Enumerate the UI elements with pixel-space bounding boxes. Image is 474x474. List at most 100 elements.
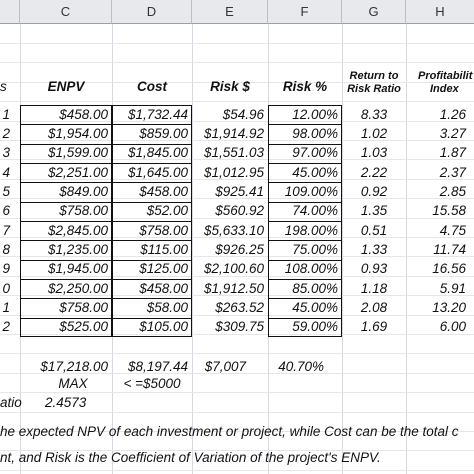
return-risk-cell[interactable]: 0.92 — [360, 183, 388, 199]
risk-dollar-cell[interactable]: $1,551.03 — [203, 145, 264, 161]
risk-pct-cell[interactable]: 98.00% — [292, 125, 338, 141]
risk-pct-cell[interactable]: 74.00% — [292, 203, 338, 219]
col-header-b[interactable] — [0, 0, 20, 24]
risk-pct-cell[interactable]: 198.00% — [284, 222, 338, 238]
row-id[interactable]: 3 — [2, 145, 10, 161]
cost-cell[interactable]: $58.00 — [146, 299, 188, 315]
row-id[interactable]: 8 — [2, 241, 10, 257]
col-header-d[interactable]: D — [112, 0, 192, 24]
enpv-cell[interactable]: $1,599.00 — [47, 145, 108, 161]
row-id[interactable]: 6 — [2, 203, 10, 219]
grid-line — [0, 353, 474, 355]
enpv-cell[interactable]: $458.00 — [59, 106, 108, 122]
risk-dollar-cell[interactable]: $309.75 — [215, 319, 264, 335]
return-risk-cell[interactable]: 0.51 — [360, 222, 388, 238]
row-id[interactable]: 5 — [2, 183, 10, 199]
return-risk-cell[interactable]: 1.33 — [360, 241, 388, 257]
enpv-cell[interactable]: $758.00 — [59, 299, 108, 315]
risk-pct-cell[interactable]: 109.00% — [284, 183, 338, 199]
risk-dollar-cell[interactable]: $263.52 — [215, 299, 264, 315]
return-risk-cell[interactable]: 1.02 — [360, 125, 388, 141]
header-return-to-risk-line1: Return to — [349, 70, 399, 82]
cell-border — [20, 163, 192, 164]
row-id[interactable]: 2 — [2, 125, 10, 141]
profitability-cell[interactable]: 6.00 — [439, 319, 466, 335]
row-id[interactable]: 2 — [2, 319, 10, 335]
risk-dollar-cell[interactable]: $925.41 — [215, 183, 264, 199]
col-header-e[interactable]: E — [192, 0, 268, 24]
enpv-cell[interactable]: $1,954.00 — [47, 125, 108, 141]
return-risk-cell[interactable]: 0.93 — [360, 261, 388, 277]
cost-cell[interactable]: $1,645.00 — [127, 164, 188, 180]
cost-cell[interactable]: $52.00 — [146, 203, 188, 219]
profitability-cell[interactable]: 1.26 — [439, 106, 466, 122]
header-cost: Cost — [137, 79, 167, 94]
profitability-cell[interactable]: 4.75 — [439, 222, 466, 238]
row-id[interactable]: 1 — [2, 299, 10, 315]
enpv-cell[interactable]: $2,845.00 — [47, 222, 108, 238]
profitability-cell[interactable]: 5.91 — [439, 280, 466, 296]
risk-pct-cell[interactable]: 45.00% — [292, 299, 338, 315]
row-id[interactable]: 4 — [2, 164, 10, 180]
return-risk-cell[interactable]: 1.03 — [360, 145, 388, 161]
risk-dollar-cell[interactable]: $54.96 — [222, 106, 264, 122]
enpv-cell[interactable]: $758.00 — [59, 203, 108, 219]
risk-dollar-cell[interactable]: $1,912.50 — [203, 280, 264, 296]
profitability-cell[interactable]: 2.37 — [439, 164, 466, 180]
enpv-cell[interactable]: $2,251.00 — [47, 164, 108, 180]
row-id[interactable]: 1 — [2, 106, 10, 122]
cost-cell[interactable]: $125.00 — [139, 261, 188, 277]
return-risk-cell[interactable]: 1.18 — [360, 280, 388, 296]
return-risk-cell[interactable]: 8.33 — [360, 106, 388, 122]
profitability-cell[interactable]: 2.85 — [439, 183, 466, 199]
profitability-cell[interactable]: 3.27 — [439, 125, 466, 141]
enpv-cell[interactable]: $525.00 — [59, 319, 108, 335]
profitability-cell[interactable]: 15.58 — [432, 203, 466, 219]
cell-border — [20, 124, 192, 126]
return-risk-cell[interactable]: 1.69 — [360, 319, 388, 335]
cost-cell[interactable]: $758.00 — [139, 222, 188, 238]
cost-cell[interactable]: $115.00 — [140, 241, 188, 257]
return-risk-cell[interactable]: 2.08 — [360, 299, 388, 315]
risk-dollar-cell[interactable]: $1,012.95 — [203, 164, 264, 180]
enpv-cell[interactable]: $849.00 — [59, 183, 108, 199]
cost-cell[interactable]: $105.00 — [139, 319, 188, 335]
col-header-c[interactable]: C — [20, 0, 112, 24]
risk-dollar-cell[interactable]: $5,633.10 — [203, 222, 264, 238]
max-label: MAX — [58, 376, 88, 391]
col-header-f[interactable]: F — [268, 0, 342, 24]
enpv-cell[interactable]: $2,250.00 — [47, 280, 108, 296]
enpv-cell[interactable]: $1,945.00 — [47, 261, 108, 277]
risk-pct-cell[interactable]: 97.00% — [292, 145, 338, 161]
profitability-cell[interactable]: 13.20 — [432, 299, 466, 315]
risk-dollar-cell[interactable]: $1,914.92 — [203, 125, 264, 141]
grid-line — [0, 411, 474, 413]
risk-pct-cell[interactable]: 59.00% — [292, 319, 338, 335]
col-header-g[interactable]: G — [342, 0, 406, 24]
risk-dollar-cell[interactable]: $560.92 — [215, 203, 264, 219]
profitability-cell[interactable]: 11.74 — [433, 241, 466, 257]
header-enpv: ENPV — [47, 79, 85, 94]
cost-cell[interactable]: $1,845.00 — [127, 145, 188, 161]
risk-dollar-cell[interactable]: $2,100.60 — [203, 261, 264, 277]
risk-pct-cell[interactable]: 45.00% — [292, 164, 338, 180]
cost-cell[interactable]: $458.00 — [139, 280, 188, 296]
row-id[interactable]: 7 — [2, 222, 10, 238]
risk-pct-cell[interactable]: 85.00% — [292, 280, 338, 296]
return-risk-cell[interactable]: 1.35 — [360, 203, 388, 219]
risk-pct-cell[interactable]: 75.00% — [292, 241, 338, 257]
risk-dollar-cell[interactable]: $926.25 — [215, 241, 264, 257]
profitability-cell[interactable]: 16.56 — [432, 261, 466, 277]
row-id[interactable]: 9 — [2, 261, 10, 277]
header-profitability-index: Profitabilit Index — [408, 70, 474, 98]
profitability-cell[interactable]: 1.87 — [439, 145, 466, 161]
cost-cell[interactable]: $859.00 — [139, 125, 188, 141]
col-header-h[interactable]: H — [406, 0, 474, 24]
return-risk-cell[interactable]: 2.22 — [360, 164, 388, 180]
risk-pct-cell[interactable]: 108.00% — [284, 261, 338, 277]
enpv-cell[interactable]: $1,235.00 — [47, 241, 108, 257]
row-id[interactable]: 0 — [2, 280, 10, 296]
cost-cell[interactable]: $1,732.44 — [127, 106, 188, 122]
cost-cell[interactable]: $458.00 — [139, 183, 188, 199]
risk-pct-cell[interactable]: 12.00% — [292, 106, 338, 122]
